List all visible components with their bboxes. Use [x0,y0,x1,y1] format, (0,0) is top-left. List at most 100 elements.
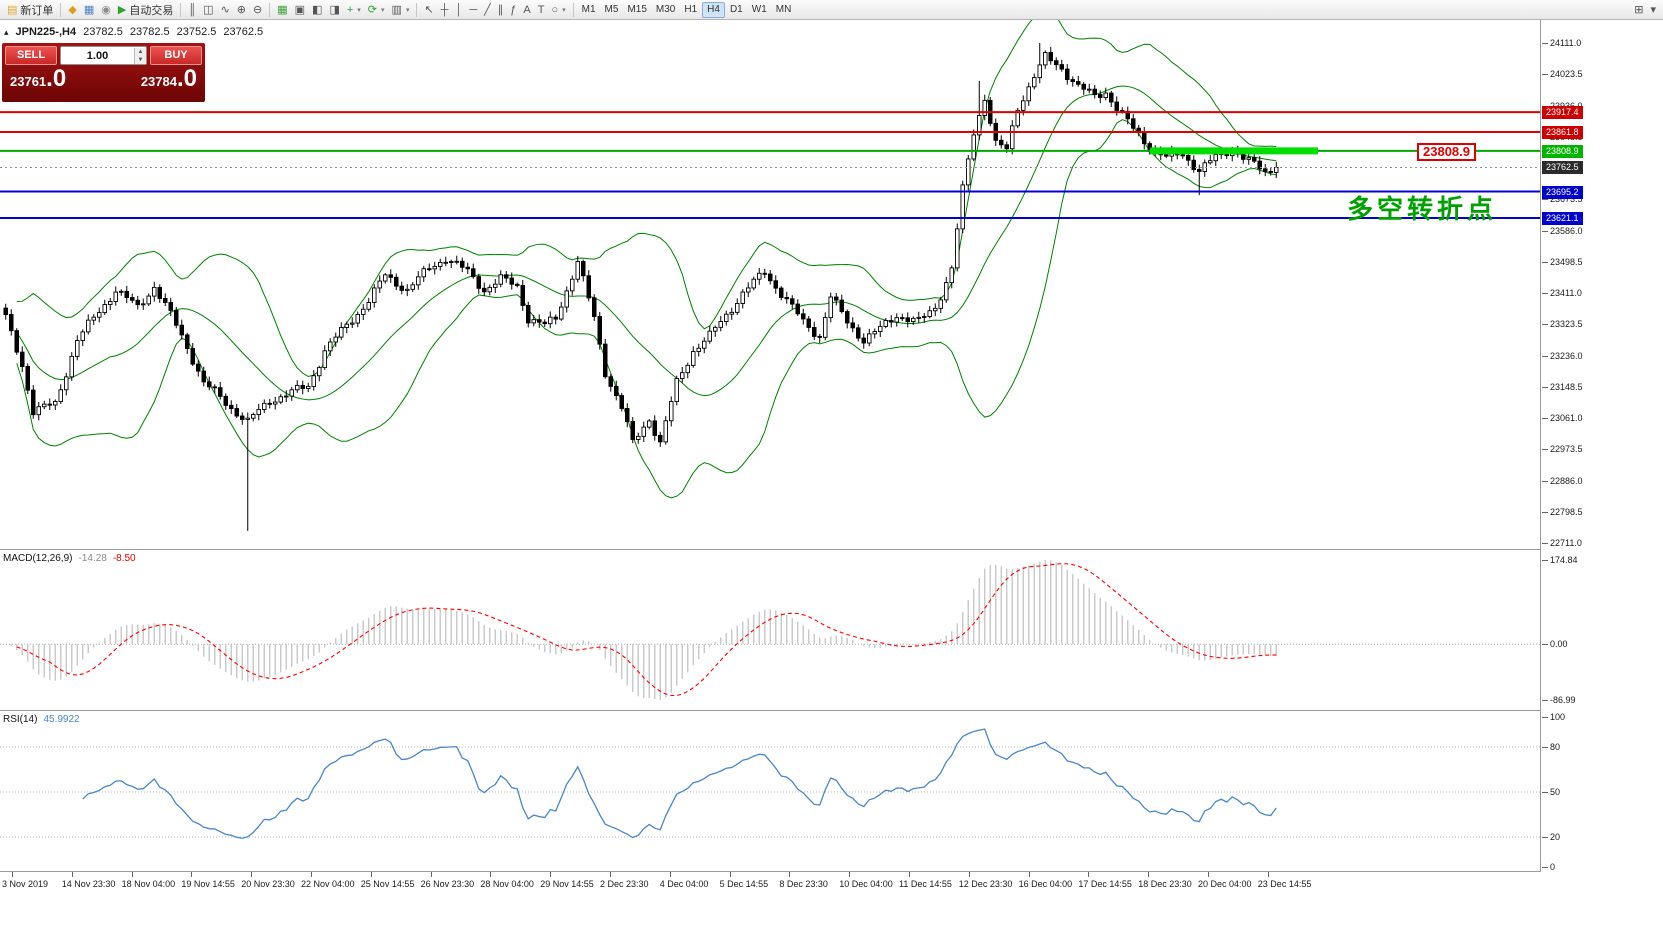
timeframe-w1-label: W1 [751,4,767,15]
volume-input[interactable]: 1.00 ▲ ▼ [60,46,147,65]
one-click-panel-toggle-icon[interactable]: ▴ [4,26,9,37]
sell-button[interactable]: SELL [5,46,57,65]
horizontal-line-glyph: ─ [469,3,478,16]
chart-list-icon[interactable]: ▾ [1647,2,1659,18]
macd-label: MACD(12,26,9) -14.28 -8.50 [3,553,136,564]
time-axis-label: 12 Dec 23:30 [958,872,1013,889]
time-axis-label: 14 Nov 23:30 [61,872,116,889]
price-axis-label: 24111.0 [1541,38,1582,48]
pane-divider[interactable] [0,871,1663,872]
zoom-in-icon[interactable]: ⊕ [234,2,249,18]
periods-icon[interactable]: ⟳ ▾ [365,2,388,18]
price-axis-label: 23061.0 [1542,413,1583,423]
channel-icon[interactable]: ∥ [495,2,507,18]
macd-pane[interactable] [0,550,1540,710]
toolbar: ▤ 新订单 ◆ ▦ ◉ ▶ 自动交易 ║ ◫ ∿ ⊕ ⊖ ▦ ▣ ◧ ◨ + ▾ ⟳ ▾ ▥ ▾ ↖ ┼ │ ─ ╱ ∥ ƒ A T ○ ▾ M1… [0,0,1663,20]
timeframe-d1-label: D1 [729,4,743,15]
time-axis-label: 11 Dec 14:55 [899,872,952,889]
indicators-icon[interactable]: + ▾ [344,2,364,18]
rsi-axis-label: 80 [1541,742,1561,752]
crosshair-icon[interactable]: ┼ [438,2,452,18]
macd-chart-canvas[interactable] [0,550,1540,710]
volume-increase-button[interactable]: ▲ [135,47,146,56]
horizontal-line-icon[interactable]: ─ [466,2,480,18]
timeframe-h4[interactable]: H4 [702,1,725,18]
cursor-glyph: ↖ [424,3,434,16]
timeframe-d1[interactable]: D1 [726,2,747,18]
macd-name: MACD(12,26,9) [3,553,73,564]
trendline-icon[interactable]: ╱ [481,2,494,18]
shapes-icon[interactable]: ○ ▾ [548,2,568,18]
channel-glyph: ∥ [497,3,504,16]
buy-price-int: 23784 [140,74,177,89]
toolbar-separator [572,2,574,17]
cascade-windows-icon[interactable]: ▣ [292,2,308,18]
data-window-icon[interactable]: ▦ [81,2,97,18]
line-chart-icon[interactable]: ∿ [218,2,233,18]
navigator-icon[interactable]: ◉ [98,2,114,18]
new-order-button[interactable]: ▤ 新订单 [4,2,56,18]
pane-divider[interactable] [0,710,1663,711]
rsi-axis-label: 0 [1541,862,1556,872]
timeframe-w1[interactable]: W1 [748,2,771,18]
toolbar-separator [416,2,418,17]
timeframe-h1[interactable]: H1 [680,2,701,18]
text-icon[interactable]: A [520,2,533,18]
tile-vertical-icon[interactable]: ◨ [326,2,342,18]
rsi-axis-label: 20 [1541,832,1561,842]
time-axis[interactable]: 3 Nov 2019 14 Nov 23:30 18 Nov 04:00 19 Nov… [0,872,1540,894]
symbols-glyph: ◆ [68,3,77,16]
turning-point-annotation[interactable]: 多空转折点 [1347,194,1498,224]
zoom-out-icon[interactable]: ⊖ [250,2,265,18]
volume-decrease-button[interactable]: ▼ [135,55,146,64]
timeframe-m30-label: M30 [655,4,676,15]
macd-signal-value: -8.50 [112,553,136,564]
autotrading-button[interactable]: ▶ 自动交易 [115,2,176,18]
timeframe-m15[interactable]: M15 [623,2,650,18]
label-icon[interactable]: T [535,2,548,18]
time-axis-label: 5 Dec 14:55 [719,872,769,889]
candlestick-chart-canvas[interactable] [0,20,1540,549]
toolbar-separator [60,2,62,17]
price-axis-label: 23936.0 [1542,101,1583,112]
periods-glyph: ⟳ [367,3,378,16]
buy-price: 23784 .0 [141,66,197,92]
rsi-value: 45.9922 [43,714,80,725]
candlestick-chart-glyph: ◫ [203,3,214,16]
sell-price: 23761 .0 [10,66,66,92]
pane-divider[interactable] [0,549,1663,550]
candlestick-chart-icon[interactable]: ◫ [200,2,216,18]
timeframe-m1[interactable]: M1 [578,2,600,18]
price-axis[interactable]: 24111.024023.523936.023848.523761.023673… [1541,20,1663,872]
new-chart-icon[interactable]: ⊞ [1631,2,1646,18]
main-chart-pane[interactable] [0,20,1540,549]
price-axis-label: 22973.5 [1542,444,1583,455]
timeframe-m30[interactable]: M30 [652,2,679,18]
tile-windows-icon[interactable]: ▦ [274,2,290,18]
time-axis-label: 18 Nov 04:00 [121,872,176,889]
price-line-badge: 23695.2 [1542,185,1583,199]
cascade-windows-glyph: ▣ [294,3,306,16]
vertical-line-glyph: │ [455,3,463,16]
rsi-chart-canvas[interactable] [0,711,1540,871]
symbols-icon[interactable]: ◆ [65,2,79,18]
timeframe-h1-label: H1 [684,4,698,15]
timeframe-mn[interactable]: MN [772,2,796,18]
zoom-out-glyph: ⊖ [253,3,263,16]
timeframe-m5[interactable]: M5 [601,2,623,18]
buy-button[interactable]: BUY [150,46,202,65]
fibonacci-icon[interactable]: ƒ [507,2,519,18]
volume-value[interactable]: 1.00 [86,49,109,62]
vertical-line-icon[interactable]: │ [452,2,465,18]
tile-horizontal-icon[interactable]: ◧ [309,2,325,18]
text-glyph: A [523,3,531,16]
rsi-pane[interactable] [0,711,1540,871]
cursor-icon[interactable]: ↖ [421,2,436,18]
time-axis-label: 29 Nov 14:55 [540,872,594,889]
timeframe-h4-label: H4 [707,4,720,15]
fibonacci-glyph: ƒ [510,3,517,16]
price-callout[interactable]: 23808.9 [1417,143,1476,161]
templates-icon[interactable]: ▥ ▾ [389,2,413,18]
bar-chart-icon[interactable]: ║ [185,2,199,18]
templates-glyph: ▥ [391,3,402,16]
